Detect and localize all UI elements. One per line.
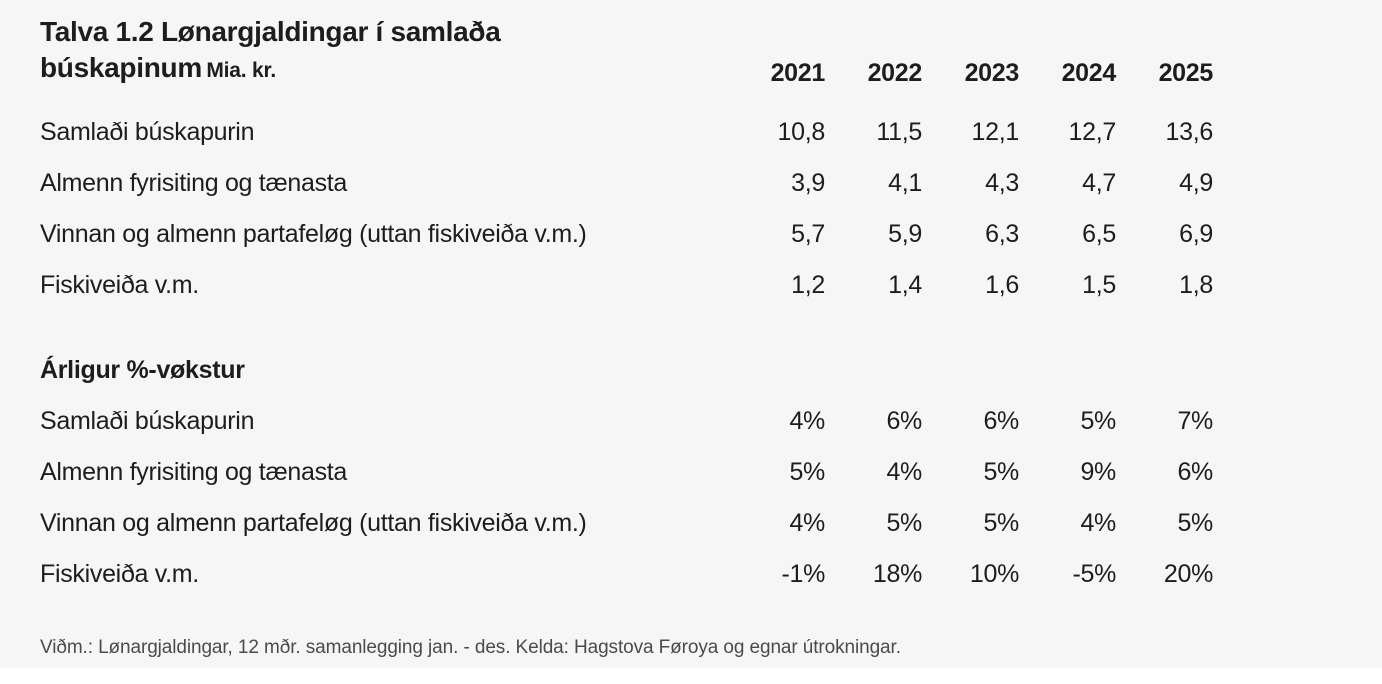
cell-value: 11,5 — [876, 118, 922, 146]
year-header-2025: 2025 — [1158, 59, 1214, 87]
table-footnote: Viðm.: Lønargjaldingar, 12 mðr. samanleg… — [40, 637, 901, 658]
table-header-row: Talva 1.2 Lønargjaldingar í samlaða búsk… — [40, 0, 1213, 91]
cell-value: 5,7 — [791, 220, 825, 248]
cell-value: 10,8 — [777, 118, 826, 146]
table-row: Fiskiveiða v.m. 1,2 1,4 1,6 1,5 1,8 — [40, 260, 1213, 311]
cell-value: 5% — [983, 509, 1019, 537]
table-row: Samlaði búskapurin 10,8 11,5 12,1 12,7 1… — [40, 107, 1213, 158]
cell-value: 4% — [886, 458, 922, 486]
table-row: Samlaði búskapurin 4% 6% 6% 5% 7% — [40, 396, 1213, 447]
row-label: Fiskiveiða v.m. — [40, 560, 199, 588]
cell-value: 5% — [789, 458, 825, 486]
cell-value: 4,1 — [888, 169, 922, 197]
cell-value: 1,8 — [1179, 271, 1213, 299]
year-header-2024: 2024 — [1061, 59, 1117, 87]
cell-value: 18% — [872, 560, 922, 588]
cell-value: 1,6 — [985, 271, 1019, 299]
cell-value: 13,6 — [1165, 118, 1214, 146]
table-title: Talva 1.2 Lønargjaldingar í samlaða búsk… — [40, 14, 728, 91]
growth-section: Samlaði búskapurin 4% 6% 6% 5% 7% Almenn… — [40, 396, 1213, 600]
table-panel: Talva 1.2 Lønargjaldingar í samlaða búsk… — [40, 0, 1214, 659]
cell-value: -5% — [1072, 560, 1116, 588]
table-title-line2: búskapinum — [40, 52, 202, 83]
cell-value: 20% — [1163, 560, 1213, 588]
cell-value: 6% — [983, 407, 1019, 435]
row-label: Vinnan og almenn partafeløg (uttan fiski… — [40, 509, 587, 537]
year-header-2021: 2021 — [770, 59, 826, 87]
table-row: Vinnan og almenn partafeløg (uttan fiski… — [40, 498, 1213, 549]
cell-value: 6,5 — [1082, 220, 1116, 248]
amounts-section: Samlaði búskapurin 10,8 11,5 12,1 12,7 1… — [40, 107, 1213, 311]
cell-value: 4,9 — [1179, 169, 1213, 197]
growth-section-heading: Árligur %-vøkstur — [40, 356, 245, 384]
cell-value: 5% — [886, 509, 922, 537]
row-label: Almenn fyrisiting og tænasta — [40, 169, 348, 197]
cell-value: 10% — [969, 560, 1019, 588]
cell-value: 5,9 — [888, 220, 922, 248]
cell-value: 1,4 — [888, 271, 922, 299]
bottom-white-strip — [0, 668, 1382, 684]
table-row: Almenn fyrisiting og tænasta 3,9 4,1 4,3… — [40, 158, 1213, 209]
cell-value: 5% — [983, 458, 1019, 486]
cell-value: 5% — [1177, 509, 1213, 537]
year-header-2023: 2023 — [964, 59, 1020, 87]
row-label: Almenn fyrisiting og tænasta — [40, 458, 348, 486]
year-header-2022: 2022 — [867, 59, 923, 87]
table-row: Vinnan og almenn partafeløg (uttan fiski… — [40, 209, 1213, 260]
cell-value: 4,3 — [985, 169, 1019, 197]
cell-value: 5% — [1080, 407, 1116, 435]
table-content: Talva 1.2 Lønargjaldingar í samlaða búsk… — [40, 0, 1213, 659]
growth-section-heading-row: Árligur %-vøkstur — [40, 345, 1213, 396]
cell-value: 6,3 — [985, 220, 1019, 248]
cell-value: 4% — [789, 407, 825, 435]
row-label: Samlaði búskapurin — [40, 407, 255, 435]
cell-value: 4% — [1080, 509, 1116, 537]
row-label: Vinnan og almenn partafeløg (uttan fiski… — [40, 220, 587, 248]
table-row: Fiskiveiða v.m. -1% 18% 10% -5% 20% — [40, 549, 1213, 600]
cell-value: 1,2 — [791, 271, 825, 299]
cell-value: -1% — [781, 560, 825, 588]
cell-value: 9% — [1080, 458, 1116, 486]
cell-value: 7% — [1177, 407, 1213, 435]
row-label: Fiskiveiða v.m. — [40, 271, 199, 299]
table-title-line2-wrap: búskapinum Mia. kr. — [40, 50, 728, 91]
cell-value: 1,5 — [1082, 271, 1116, 299]
table-row: Almenn fyrisiting og tænasta 5% 4% 5% 9%… — [40, 447, 1213, 498]
cell-value: 12,1 — [971, 118, 1020, 146]
row-label: Samlaði búskapurin — [40, 118, 255, 146]
cell-value: 6% — [886, 407, 922, 435]
cell-value: 6,9 — [1179, 220, 1213, 248]
cell-value: 12,7 — [1068, 118, 1117, 146]
table-title-unit: Mia. kr. — [206, 59, 276, 82]
cell-value: 3,9 — [791, 169, 825, 197]
cell-value: 4% — [789, 509, 825, 537]
table-title-line1: Talva 1.2 Lønargjaldingar í samlaða — [40, 16, 501, 47]
cell-value: 6% — [1177, 458, 1213, 486]
cell-value: 4,7 — [1082, 169, 1116, 197]
